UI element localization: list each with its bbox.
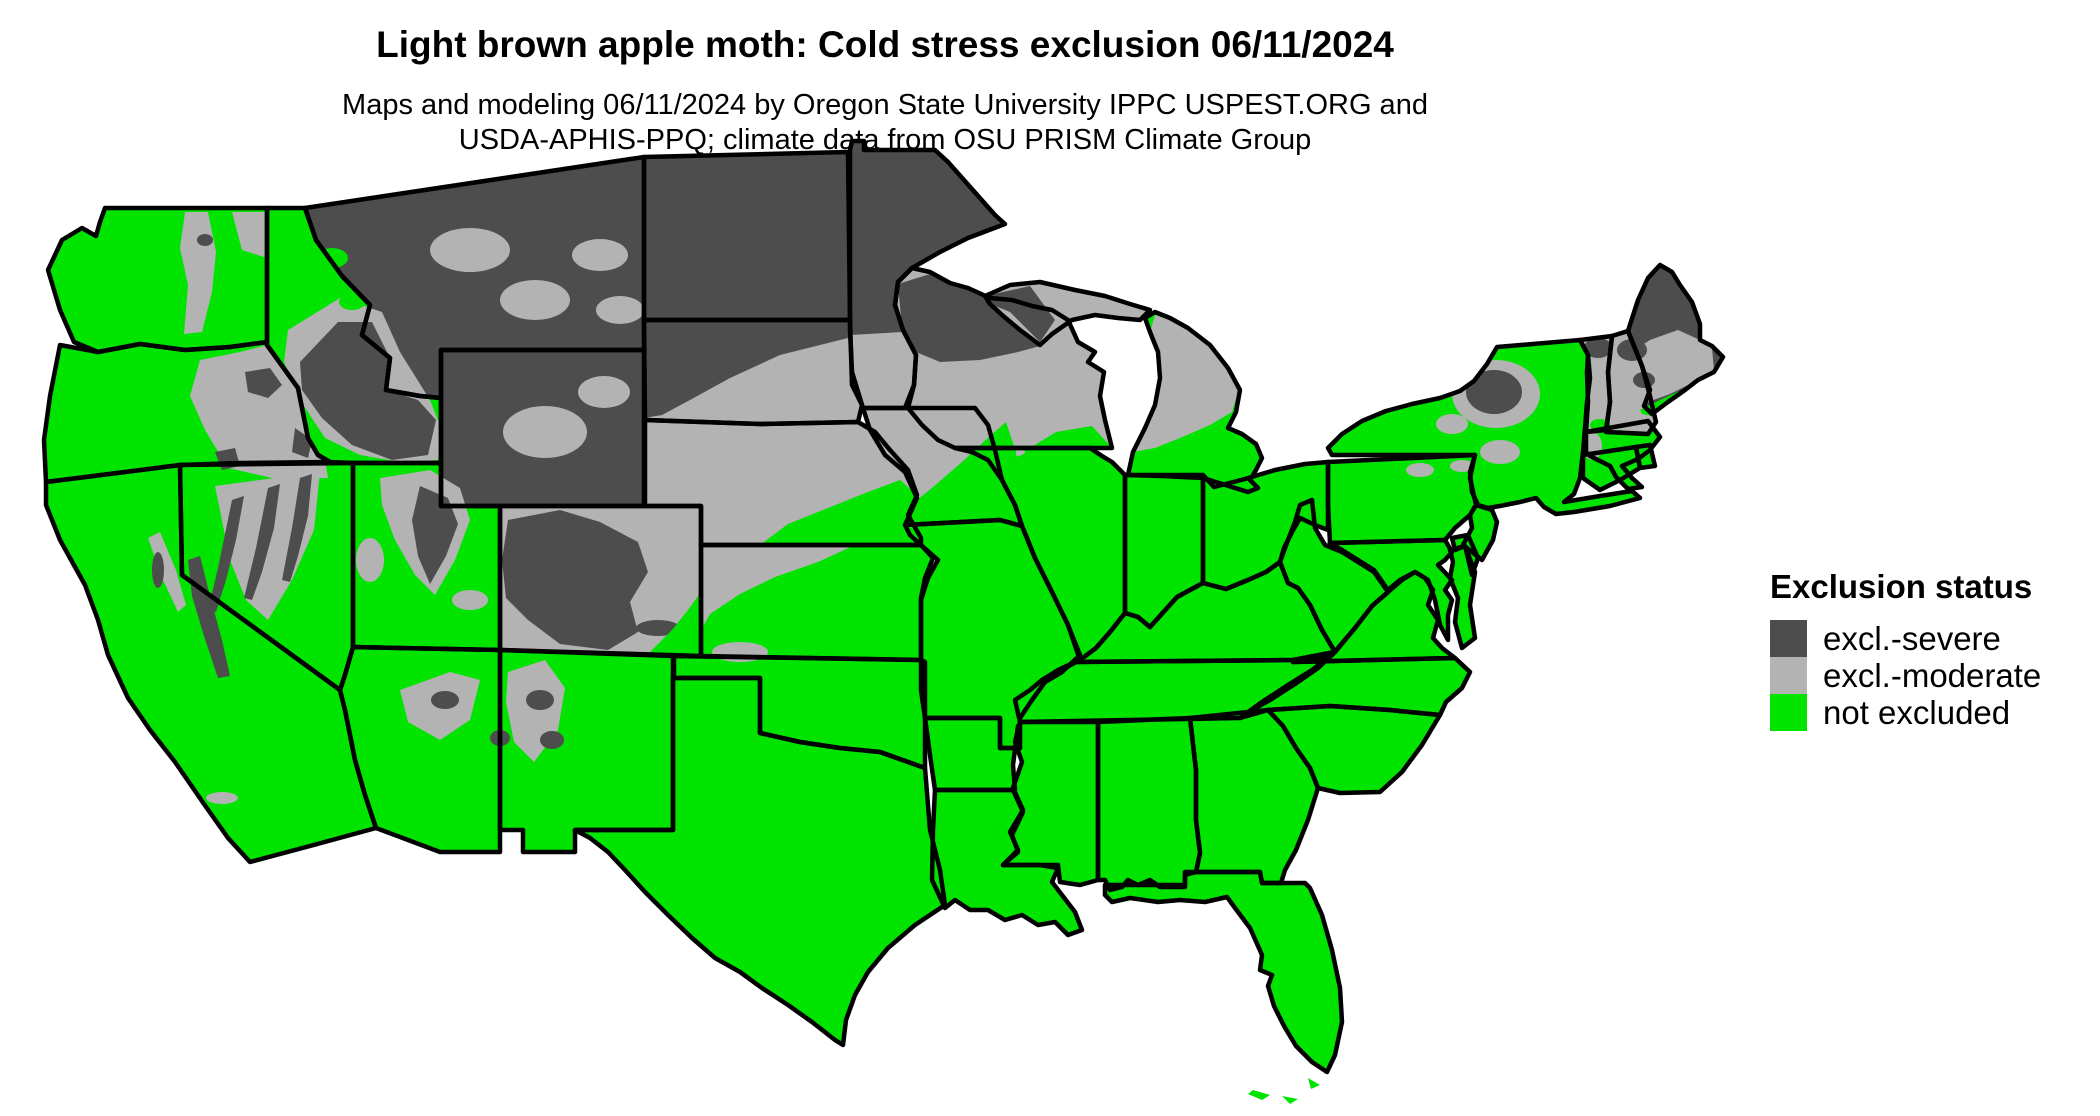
state-border-WI [892, 265, 1115, 451]
state-fill-AL [1097, 716, 1202, 892]
legend-label-moderate: excl.-moderate [1823, 656, 2042, 694]
legend-label-severe: excl.-severe [1823, 619, 2001, 657]
legend-item-severe: excl.-severe [1770, 620, 2090, 657]
legend-item-moderate: excl.-moderate [1770, 657, 2090, 694]
state-border-NJ [1460, 502, 1500, 563]
subtitle-line-1: Maps and modeling 06/11/2024 by Oregon S… [342, 89, 1428, 121]
state-border-MI-UP [982, 279, 1153, 348]
state-border-MI [1125, 309, 1265, 495]
state-border-WV [1277, 497, 1391, 655]
map-legend: Exclusion status excl.-severe excl.-moder… [1770, 568, 2090, 731]
state-border-VA-ES [1447, 543, 1478, 651]
state-border-NY [1325, 337, 1643, 517]
legend-title: Exclusion status [1770, 568, 2033, 605]
legend-swatch-moderate [1770, 657, 1807, 694]
state-border-MS [1000, 719, 1101, 888]
state-border-MA [1583, 418, 1663, 492]
page-title: Light brown apple moth: Cold stress excl… [376, 24, 1394, 65]
state-border-TX [572, 675, 948, 1048]
state-fill-ND [643, 150, 852, 321]
state-fill-FL [1104, 871, 1344, 1074]
state-border-FL [1102, 869, 1345, 1075]
state-border-ME [1625, 262, 1726, 417]
legend-item-not_excluded: not excluded [1770, 694, 2090, 731]
florida-keys [1248, 1078, 1320, 1104]
legend-rows: excl.-severe excl.-moderate not excluded [1770, 620, 2090, 731]
legend-swatch-severe [1770, 620, 1807, 657]
legend-swatch-not_excluded [1770, 694, 1807, 731]
map-subtitle: Maps and modeling 06/11/2024 by Oregon S… [0, 88, 1770, 158]
state-borders [41, 138, 1726, 1075]
state-border-NC [1237, 652, 1473, 721]
legend-label-not_excluded: not excluded [1823, 693, 2011, 731]
state-border-MD [1327, 537, 1455, 643]
